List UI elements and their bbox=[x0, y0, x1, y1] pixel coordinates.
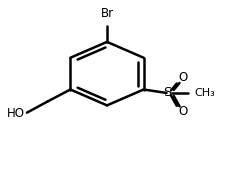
Text: CH₃: CH₃ bbox=[193, 88, 214, 98]
Text: Br: Br bbox=[100, 7, 113, 20]
Text: O: O bbox=[177, 105, 187, 118]
Text: HO: HO bbox=[7, 107, 25, 120]
Text: S: S bbox=[163, 86, 171, 99]
Text: O: O bbox=[177, 71, 187, 84]
